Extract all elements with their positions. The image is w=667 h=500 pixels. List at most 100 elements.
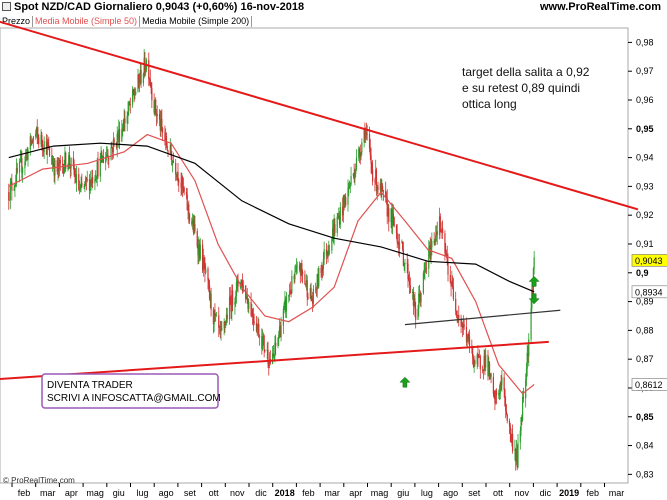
candle-body bbox=[148, 60, 150, 80]
candle-body bbox=[128, 102, 131, 105]
candle-body bbox=[374, 181, 376, 183]
candle-body bbox=[409, 285, 411, 294]
candle-body bbox=[451, 280, 453, 287]
candle-body bbox=[85, 177, 87, 182]
candle-body bbox=[294, 272, 296, 280]
candle-body bbox=[450, 282, 452, 287]
candle-body bbox=[312, 288, 314, 304]
candle-body bbox=[457, 314, 459, 316]
candle-body bbox=[350, 175, 352, 185]
candle-body bbox=[53, 167, 55, 176]
candle-body bbox=[474, 360, 476, 365]
candle-body bbox=[275, 342, 277, 346]
legend-ma50[interactable]: Media Mobile (Simple 50) bbox=[33, 16, 141, 27]
candle-body bbox=[293, 276, 295, 280]
candle-body bbox=[14, 184, 16, 189]
candle-body bbox=[455, 311, 458, 316]
candle-body bbox=[15, 184, 17, 185]
candle-body bbox=[156, 114, 158, 117]
candle-body bbox=[489, 373, 491, 380]
candle-body bbox=[138, 74, 140, 81]
note-text: ottica long bbox=[462, 97, 517, 111]
candle-body bbox=[116, 133, 118, 148]
candle-body bbox=[355, 169, 357, 174]
candle-body bbox=[435, 231, 438, 236]
y-tick-label: 0,96 bbox=[636, 95, 654, 105]
candle-body bbox=[182, 177, 184, 188]
candle-body bbox=[321, 266, 323, 273]
chart-menu-icon[interactable] bbox=[2, 2, 11, 11]
candle-body bbox=[514, 449, 516, 451]
candle-body bbox=[355, 157, 358, 170]
candle-body bbox=[338, 215, 340, 218]
candle-body bbox=[43, 141, 45, 153]
candle-body bbox=[488, 362, 491, 380]
candle-body bbox=[215, 315, 217, 317]
candle-body bbox=[456, 315, 458, 317]
candle-body bbox=[268, 363, 270, 367]
candle-body bbox=[118, 128, 120, 138]
candle-body bbox=[365, 132, 368, 135]
legend-ma200[interactable]: Media Mobile (Simple 200) bbox=[140, 16, 253, 27]
candle-body bbox=[171, 156, 173, 165]
x-tick-label: giu bbox=[397, 488, 409, 498]
candle-body bbox=[326, 251, 328, 256]
arrow-up-icon bbox=[528, 276, 540, 287]
candle-body bbox=[401, 241, 403, 243]
candle-body bbox=[97, 161, 99, 177]
candle-body bbox=[196, 231, 198, 247]
candle-body bbox=[203, 258, 205, 266]
candle-body bbox=[462, 323, 464, 328]
candle-body bbox=[221, 328, 223, 330]
candle-body bbox=[445, 253, 448, 256]
candle-body bbox=[107, 154, 109, 158]
candle-body bbox=[317, 273, 319, 287]
candle-body bbox=[257, 324, 259, 327]
candle-body bbox=[188, 213, 191, 222]
candle-body bbox=[382, 190, 384, 192]
candle-body bbox=[533, 257, 535, 269]
candle-body bbox=[511, 433, 513, 442]
candle-body bbox=[160, 118, 162, 131]
candle-body bbox=[407, 263, 409, 280]
candle-body bbox=[467, 334, 469, 340]
candle-body bbox=[337, 216, 339, 218]
candle-body bbox=[343, 195, 345, 203]
candle-body bbox=[56, 160, 58, 172]
candle-body bbox=[512, 433, 514, 451]
candle-body bbox=[52, 163, 54, 165]
candle-body bbox=[306, 280, 308, 298]
candle-body bbox=[447, 262, 449, 275]
candle-body bbox=[338, 215, 341, 225]
candle-body bbox=[449, 274, 451, 283]
candle-body bbox=[428, 245, 431, 249]
candle-body bbox=[452, 287, 454, 299]
candle-body bbox=[86, 179, 88, 181]
candle-body bbox=[398, 242, 400, 250]
candle-body bbox=[495, 390, 497, 404]
note-text: target della salita a 0,92 bbox=[462, 65, 590, 79]
candle-body bbox=[169, 144, 171, 154]
note-text: e su retest 0,89 quindi bbox=[462, 81, 580, 95]
candle-body bbox=[162, 127, 164, 133]
candle-body bbox=[153, 100, 155, 113]
candle-body bbox=[84, 181, 86, 186]
candle-body bbox=[117, 133, 119, 138]
candle-body bbox=[13, 188, 15, 191]
candle-body bbox=[172, 160, 174, 163]
price-label-box bbox=[631, 285, 667, 299]
legend-price[interactable]: Prezzo bbox=[0, 16, 34, 27]
candle-body bbox=[366, 133, 368, 135]
candle-body bbox=[429, 245, 431, 259]
candle-body bbox=[500, 382, 502, 386]
candle-body bbox=[485, 354, 487, 368]
candle-body bbox=[183, 187, 185, 193]
candle-body bbox=[264, 349, 266, 351]
candle-body bbox=[62, 163, 64, 166]
candle-body bbox=[283, 303, 285, 309]
x-tick-label: mar bbox=[40, 488, 56, 498]
candle-body bbox=[402, 249, 404, 267]
candle-body bbox=[22, 168, 24, 173]
y-tick-label: 0,87 bbox=[636, 354, 654, 364]
candle-body bbox=[122, 128, 124, 131]
